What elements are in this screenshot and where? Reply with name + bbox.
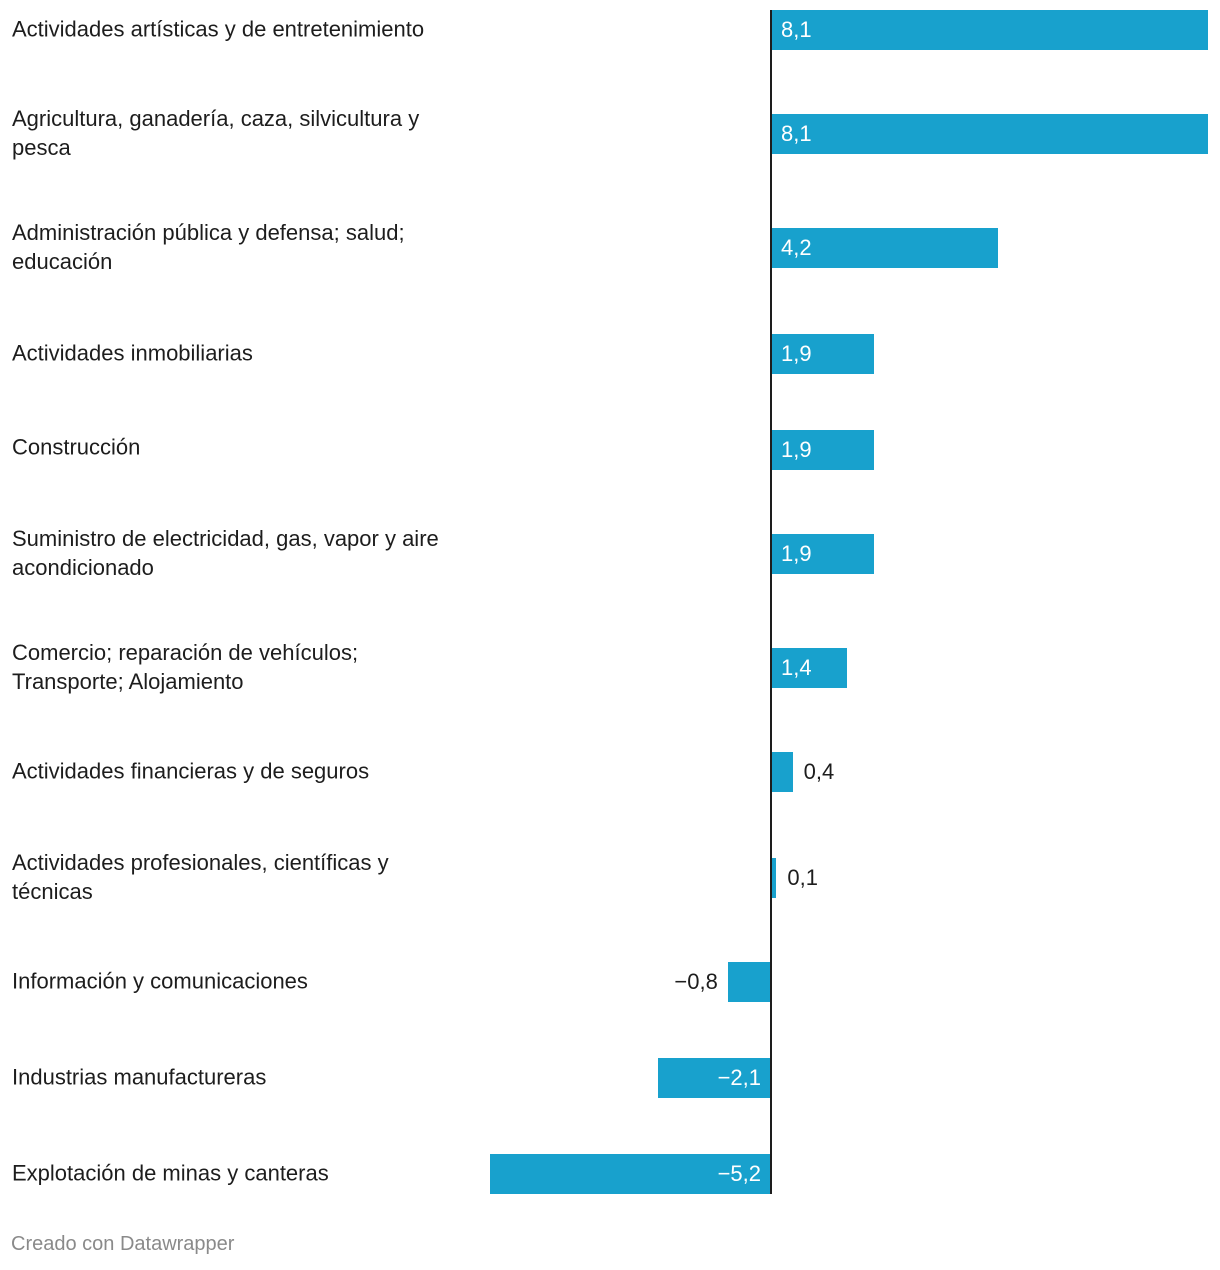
value-label: 4,2 bbox=[781, 235, 812, 260]
category-label: Comercio; reparación de vehículos; Trans… bbox=[12, 640, 359, 694]
value-label: −5,2 bbox=[717, 1161, 761, 1186]
value-label: 1,9 bbox=[781, 341, 812, 366]
category-label: Administración pública y defensa; salud;… bbox=[12, 220, 405, 274]
category-label: Industrias manufactureras bbox=[12, 1064, 267, 1090]
category-label: Agricultura, ganadería, caza, silvicultu… bbox=[12, 106, 420, 160]
category-label: Construcción bbox=[12, 434, 141, 460]
bar bbox=[657, 1058, 771, 1098]
zero-axis-line bbox=[770, 10, 772, 1194]
bar bbox=[771, 114, 1209, 154]
value-label: 1,9 bbox=[781, 541, 812, 566]
bar bbox=[490, 1154, 771, 1194]
category-label: Suministro de electricidad, gas, vapor y… bbox=[12, 526, 439, 580]
value-label: 8,1 bbox=[781, 17, 812, 42]
category-label: Información y comunicaciones bbox=[12, 968, 308, 994]
category-label: Actividades artísticas y de entretenimie… bbox=[12, 16, 425, 42]
value-label: −2,1 bbox=[717, 1065, 761, 1090]
category-label: Actividades inmobiliarias bbox=[12, 340, 253, 366]
category-label: Actividades profesionales, científicas y… bbox=[12, 850, 389, 904]
category-label: Actividades financieras y de seguros bbox=[12, 758, 370, 784]
bar bbox=[771, 752, 793, 792]
value-label: 0,1 bbox=[787, 865, 818, 890]
bar bbox=[771, 430, 874, 470]
datawrapper-credit[interactable]: Creado con Datawrapper bbox=[11, 1233, 235, 1255]
bar bbox=[727, 962, 771, 1002]
category-label: Explotación de minas y canteras bbox=[12, 1160, 329, 1186]
bar bbox=[771, 10, 1209, 50]
bar bbox=[771, 334, 874, 374]
bar bbox=[771, 858, 777, 898]
bar bbox=[771, 228, 998, 268]
bar bbox=[771, 648, 847, 688]
value-label: 8,1 bbox=[781, 121, 812, 146]
value-label: 1,4 bbox=[781, 655, 812, 680]
bar bbox=[771, 534, 874, 574]
value-label: 1,9 bbox=[781, 437, 812, 462]
value-label: 0,4 bbox=[803, 759, 835, 784]
value-label: −0,8 bbox=[674, 969, 718, 994]
